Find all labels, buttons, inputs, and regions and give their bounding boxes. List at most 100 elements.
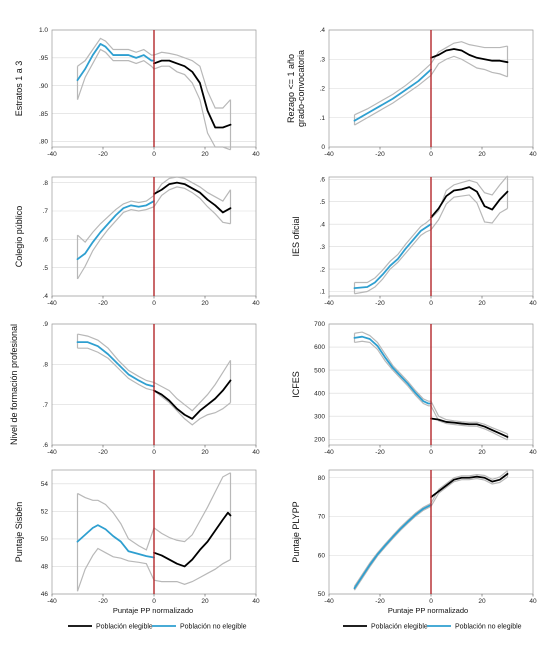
x-tick-label: 40 — [252, 300, 260, 307]
y-tick-label: 300 — [314, 413, 325, 420]
x-tick-label: 20 — [201, 449, 209, 456]
y-tick-label: .4 — [43, 293, 49, 300]
legend-right: Población elegible Población no elegible — [343, 624, 522, 631]
y-tick-label: .3 — [320, 244, 326, 251]
y-axis-title: IES oficial — [291, 216, 301, 256]
series-eligible — [430, 417, 509, 438]
y-tick-label: .6 — [320, 176, 326, 183]
ci-lower-line — [354, 55, 508, 126]
x-tick-label: -40 — [47, 151, 57, 158]
y-tick-label: .4 — [320, 27, 326, 34]
y-tick-label: .1 — [320, 115, 326, 122]
ci-upper-line — [354, 331, 508, 435]
y-axis-title-line: grado-convocatoria — [296, 50, 306, 127]
y-tick-label: .8 — [43, 180, 49, 187]
series-non-eligible — [353, 68, 432, 122]
x-tick-label: -40 — [324, 300, 334, 307]
x-tick-label: -40 — [324, 151, 334, 158]
legend-left: Población elegible Población no elegible — [68, 624, 247, 631]
y-tick-label: 500 — [314, 367, 325, 374]
x-tick-label: 40 — [529, 300, 537, 307]
y-tick-label: 46 — [41, 591, 49, 598]
y-axis-title: Puntaje PLYPP — [291, 501, 301, 562]
x-tick-label: 20 — [201, 151, 209, 158]
y-tick-label: 60 — [318, 552, 326, 559]
x-tick-label: 0 — [152, 151, 156, 158]
y-tick-label: .3 — [320, 56, 326, 63]
x-tick-label: 40 — [529, 151, 537, 158]
x-tick-label: 0 — [152, 598, 156, 605]
series-non-eligible — [353, 503, 432, 590]
x-tick-label: -40 — [47, 449, 57, 456]
x-tick-label: 40 — [252, 151, 260, 158]
y-tick-label: 50 — [41, 536, 49, 543]
x-tick-label: 0 — [429, 300, 433, 307]
series-eligible — [153, 511, 232, 568]
y-tick-label: .85 — [39, 111, 48, 118]
y-tick-label: .9 — [43, 321, 49, 328]
y-tick-label: .90 — [39, 83, 48, 90]
series-eligible — [430, 186, 509, 219]
y-tick-label: .2 — [320, 86, 326, 93]
y-tick-label: .6 — [43, 442, 49, 449]
x-tick-label: -40 — [324, 598, 334, 605]
x-tick-label: 0 — [429, 151, 433, 158]
ci-lower-line — [354, 340, 508, 441]
series-non-eligible — [353, 335, 432, 405]
x-tick-label: 20 — [478, 151, 486, 158]
panel-3: .8 .7 .6 .5 .4-40 -20 0 20 40 Colegio público — [14, 176, 260, 307]
y-axis-title-line: Nivel de formación profesional — [9, 324, 19, 445]
series-non-eligible — [76, 524, 155, 559]
legend-label-non-eligible: Población no elegible — [455, 624, 522, 631]
ci-lower-line — [76, 48, 231, 151]
y-tick-label: .5 — [320, 199, 326, 206]
x-tick-label: 40 — [529, 598, 537, 605]
y-tick-label: .5 — [43, 265, 49, 272]
ci-upper-line — [77, 37, 231, 109]
x-tick-label: -20 — [375, 449, 385, 456]
y-tick-label: 600 — [314, 344, 325, 351]
ci-upper-line — [354, 41, 508, 116]
series-eligible — [430, 472, 509, 499]
x-tick-label: -40 — [47, 598, 57, 605]
x-tick-label: 20 — [478, 449, 486, 456]
y-tick-label: 0 — [321, 144, 325, 151]
x-axis-title-right: Puntaje PP normalizado — [388, 606, 468, 615]
x-tick-label: 20 — [478, 598, 486, 605]
panel-6: 700 600 500 400 300 200 -40 -20 0 20 40 ICFES — [291, 321, 537, 456]
y-tick-label: 50 — [318, 591, 326, 598]
x-tick-label: -20 — [98, 598, 108, 605]
y-tick-label: .1 — [320, 289, 326, 296]
y-axis-title: Rezago <= 1 añogrado-convocatoria — [286, 50, 306, 127]
x-tick-label: 0 — [429, 449, 433, 456]
y-tick-label: 80 — [318, 475, 326, 482]
y-axis-title-line: Rezago <= 1 año — [286, 54, 296, 123]
y-axis-title: Colegio público — [14, 206, 24, 268]
y-tick-label: 400 — [314, 390, 325, 397]
series-non-eligible — [76, 43, 155, 82]
series-eligible — [430, 48, 509, 64]
y-tick-label: 48 — [41, 564, 49, 571]
series-eligible — [153, 181, 232, 214]
panel-5: .9 .8 .7 .6-40 -20 0 20 40 Nivel de formación pr… — [9, 321, 260, 456]
x-tick-label: -20 — [375, 598, 385, 605]
y-axis-title: ICFES — [291, 371, 301, 398]
y-tick-label: .4 — [320, 221, 326, 228]
x-tick-label: -20 — [375, 300, 385, 307]
y-tick-label: 54 — [41, 481, 49, 488]
y-tick-label: 1.0 — [39, 27, 48, 34]
y-axis-title: Nivel de formación profesional — [9, 324, 19, 445]
legend-label-non-eligible: Población no elegible — [180, 624, 247, 631]
panel-8: 80 70 60 50-40 -20 0 20 40 Puntaje PLYPP — [291, 469, 537, 605]
x-tick-label: -20 — [98, 151, 108, 158]
y-tick-label: 200 — [314, 436, 325, 443]
y-tick-label: .7 — [43, 208, 49, 215]
legend-label-eligible: Población elegible — [371, 624, 428, 631]
series-eligible — [153, 379, 232, 420]
x-tick-label: 0 — [429, 598, 433, 605]
x-tick-label: 20 — [201, 598, 209, 605]
panel-1: 1.0 .95 .90 .85 .80 -40 -20 0 20 40 Estratos 1 a 3 — [14, 27, 260, 158]
